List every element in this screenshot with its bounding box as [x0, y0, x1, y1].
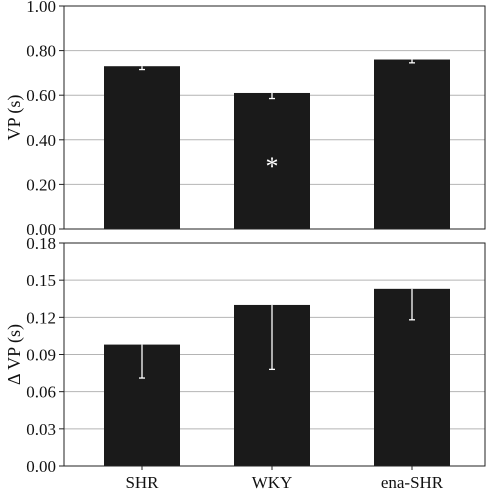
- bar-ena-shr: [374, 59, 450, 229]
- y-tick-label: 0.03: [26, 420, 56, 439]
- x-tick-label: ena-SHR: [381, 473, 444, 490]
- y-tick-label: 0.18: [26, 234, 56, 253]
- y-tick-label: 0.20: [26, 175, 56, 194]
- y-tick-label: 0.60: [26, 86, 56, 105]
- y-tick-label: 0.80: [26, 42, 56, 61]
- y-axis-label: VP (s): [4, 95, 25, 141]
- significance-asterisk: *: [266, 152, 279, 181]
- y-tick-label: 1.00: [26, 0, 56, 16]
- y-tick-label: 0.09: [26, 346, 56, 365]
- x-tick-label: SHR: [125, 473, 159, 490]
- plot-frame: [63, 5, 486, 230]
- y-tick-label: 0.12: [26, 308, 56, 327]
- y-tick-label: 0.06: [26, 383, 56, 402]
- y-tick-label: 0.40: [26, 131, 56, 150]
- x-tick-label: WKY: [252, 473, 293, 490]
- y-tick-label: 0.00: [26, 457, 56, 476]
- plot-frame: [63, 242, 486, 467]
- y-axis-label: Δ VP (s): [4, 324, 25, 385]
- y-tick-label: 0.00: [26, 220, 56, 239]
- bar-wky: [234, 92, 310, 229]
- y-tick-label: 0.15: [26, 271, 56, 290]
- bar-shr: [104, 66, 180, 230]
